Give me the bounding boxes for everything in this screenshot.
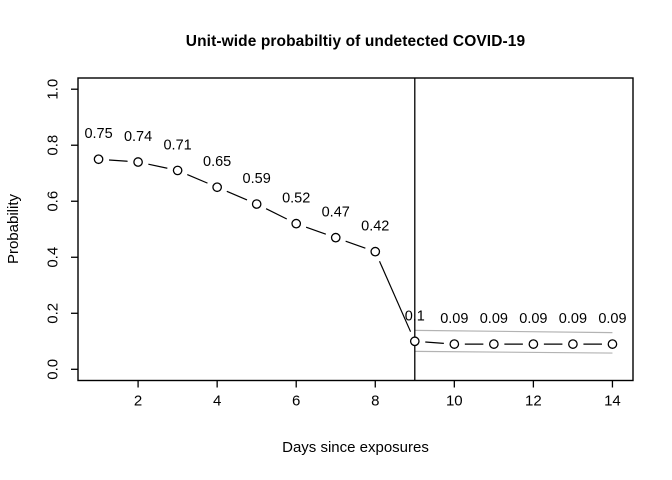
x-tick-label: 6 xyxy=(292,393,300,410)
data-point xyxy=(528,339,539,349)
point-value-label: 0.74 xyxy=(124,129,152,145)
point-value-label: 0.59 xyxy=(243,171,271,187)
y-tick-label: 0.8 xyxy=(44,135,61,156)
ci-upper-line xyxy=(414,329,613,334)
plot-border xyxy=(77,77,634,382)
point-value-label: 0.42 xyxy=(361,219,389,235)
point-value-label: 0.75 xyxy=(84,126,112,142)
series-segment xyxy=(187,173,208,184)
data-point xyxy=(370,246,381,257)
series-segment xyxy=(378,261,412,332)
data-point xyxy=(291,218,302,229)
series-segment xyxy=(226,190,248,201)
point-value-label: 0.71 xyxy=(163,137,191,153)
data-point xyxy=(568,339,578,349)
y-tick-label: 0.4 xyxy=(44,247,61,268)
series-segment xyxy=(265,208,288,220)
x-axis-label: Days since exposures xyxy=(282,439,429,456)
point-value-label: 0.09 xyxy=(480,311,508,327)
ci-lower-line xyxy=(414,350,613,354)
series-segment xyxy=(148,163,168,169)
y-tick-label: 1.0 xyxy=(44,79,61,100)
y-tick-label: 0.2 xyxy=(44,303,61,324)
data-point xyxy=(133,157,143,167)
data-point xyxy=(330,232,341,243)
data-point xyxy=(212,182,222,193)
x-tick-label: 8 xyxy=(371,393,379,410)
series-segment xyxy=(305,226,327,235)
point-value-label: 0.1 xyxy=(405,308,425,324)
point-value-label: 0.47 xyxy=(322,205,350,221)
point-value-label: 0.65 xyxy=(203,154,231,170)
x-tick-label: 14 xyxy=(604,393,621,410)
point-value-label: 0.09 xyxy=(559,311,587,327)
data-point xyxy=(607,339,618,349)
point-value-label: 0.52 xyxy=(282,191,310,207)
x-tick-label: 10 xyxy=(446,393,463,410)
data-point xyxy=(251,199,262,209)
y-tick-label: 0.6 xyxy=(44,191,61,212)
point-value-label: 0.09 xyxy=(598,311,626,327)
x-tick-label: 4 xyxy=(213,393,221,410)
data-point xyxy=(409,336,420,347)
x-tick-label: 2 xyxy=(134,393,142,410)
y-tick-label: 0.0 xyxy=(44,359,61,380)
point-value-label: 0.09 xyxy=(519,311,547,327)
series-segment xyxy=(345,240,366,249)
data-point xyxy=(172,165,183,176)
chart-title: Unit-wide probabiltiy of undetected COVI… xyxy=(185,33,526,50)
data-point xyxy=(93,154,104,165)
point-value-label: 0.09 xyxy=(440,311,468,327)
series-segment xyxy=(108,159,128,162)
series-segment xyxy=(425,341,444,344)
data-point xyxy=(449,339,460,349)
x-tick-label: 12 xyxy=(525,393,542,410)
data-point xyxy=(489,339,499,349)
